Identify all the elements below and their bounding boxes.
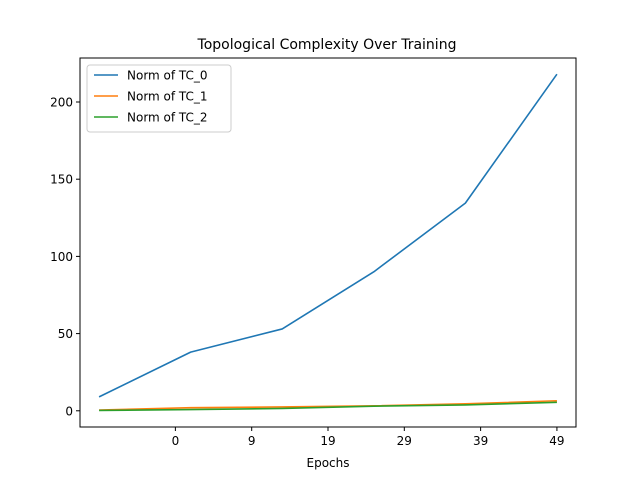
- legend-label-1: Norm of TC_1: [127, 90, 208, 104]
- x-tick-label: 39: [473, 434, 488, 448]
- x-tick-label: 29: [397, 434, 412, 448]
- series-line-2: [99, 401, 557, 412]
- y-tick-label: 100: [50, 250, 73, 264]
- x-tick-label: 19: [320, 434, 335, 448]
- y-tick-label: 50: [58, 327, 73, 341]
- x-axis-ticks: 0 9 19 29 39 49: [172, 427, 565, 448]
- legend-label-0: Norm of TC_0: [127, 69, 208, 83]
- legend-label-2: Norm of TC_2: [127, 111, 208, 125]
- y-tick-label: 200: [50, 96, 73, 110]
- x-tick-label: 9: [248, 434, 256, 448]
- x-tick-label: 49: [549, 434, 564, 448]
- legend: Norm of TC_0 Norm of TC_1 Norm of TC_2: [86, 64, 232, 133]
- x-tick-label: 0: [172, 434, 180, 448]
- series-line-0: [98, 73, 558, 398]
- legend-box: [86, 64, 232, 133]
- plot-lines: [98, 73, 558, 412]
- x-axis-label: Epochs: [307, 456, 350, 470]
- y-axis-ticks: 0 50 100 150 200: [50, 96, 80, 418]
- y-tick-label: 0: [65, 404, 73, 418]
- y-tick-label: 150: [50, 173, 73, 187]
- series-line-1: [99, 399, 557, 411]
- chart-title: Topological Complexity Over Training: [197, 37, 457, 53]
